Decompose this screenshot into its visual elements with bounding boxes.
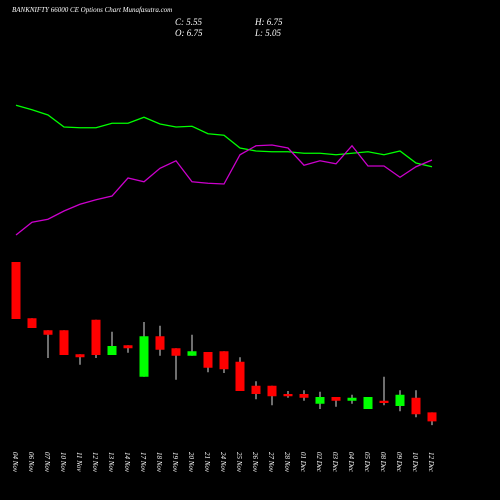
x-tick-label: 09 Dec	[395, 452, 403, 473]
candle-body	[203, 352, 213, 368]
x-tick-label: 19 Nov	[171, 452, 179, 473]
x-tick-label: 08 Dec	[379, 452, 387, 473]
x-tick-label: 25 Nov	[235, 452, 243, 473]
x-tick-label: 10 Nov	[59, 452, 67, 473]
candle-body	[91, 319, 101, 355]
close-info: C: 5.55	[175, 17, 203, 27]
low-info: L: 5.05	[254, 28, 282, 38]
candle-body	[363, 397, 373, 409]
candle-body	[187, 351, 197, 356]
x-tick-label: 12 Nov	[91, 452, 99, 473]
candle-body	[107, 346, 117, 355]
x-tick-label: 18 Nov	[155, 452, 163, 473]
candle-body	[59, 330, 69, 355]
candle-body	[75, 354, 85, 358]
high-info: H: 6.75	[254, 17, 283, 27]
x-tick-label: 10 Dec	[411, 452, 419, 473]
x-tick-label: 20 Nov	[187, 452, 195, 473]
candle-body	[11, 262, 21, 319]
candle-body	[27, 318, 37, 328]
candle-body	[139, 336, 149, 377]
x-tick-label: 12 Dec	[427, 452, 435, 473]
open-info: O: 6.75	[175, 28, 203, 38]
x-tick-label: 17 Nov	[139, 452, 147, 473]
candle-body	[411, 397, 421, 415]
x-tick-label: 07 Nov	[43, 452, 51, 473]
x-tick-label: 06 Nov	[27, 452, 35, 473]
candle-body	[219, 351, 229, 370]
candle-body	[395, 394, 405, 406]
candle-body	[331, 397, 341, 401]
candle-body	[267, 385, 277, 397]
chart-title: BANKNIFTY 66000 CE Options Chart Munafas…	[12, 6, 172, 14]
x-tick-label: 13 Nov	[107, 452, 115, 473]
candle-body	[283, 394, 293, 397]
candle-body	[379, 400, 389, 403]
x-tick-label: 28 Nov	[283, 452, 291, 473]
x-tick-label: 24 Nov	[219, 452, 227, 473]
candle-body	[155, 336, 165, 350]
x-tick-label: 02 Dec	[315, 452, 323, 473]
x-tick-label: 04 Dec	[347, 452, 355, 473]
x-tick-label: 05 Dec	[363, 452, 371, 473]
candle-body	[123, 345, 133, 349]
indicator-line	[15, 104, 433, 168]
candle-body	[251, 385, 261, 394]
x-tick-label: 11 Nov	[75, 452, 83, 472]
x-tick-label: 27 Nov	[267, 452, 275, 473]
x-tick-label: 04 Nov	[11, 452, 19, 473]
x-tick-label: 14 Nov	[123, 452, 131, 473]
x-tick-label: 01 Dec	[299, 452, 307, 473]
x-tick-label: 21 Nov	[203, 452, 211, 473]
candle-body	[171, 348, 181, 356]
candle-body	[43, 330, 53, 335]
candle-body	[427, 412, 437, 422]
candle-body	[235, 361, 245, 391]
indicator-line	[15, 144, 433, 236]
candle-body	[347, 397, 357, 401]
x-tick-label: 26 Nov	[251, 452, 259, 473]
x-tick-label: 03 Dec	[331, 452, 339, 473]
candle-body	[315, 397, 325, 404]
candle-body	[299, 394, 309, 398]
